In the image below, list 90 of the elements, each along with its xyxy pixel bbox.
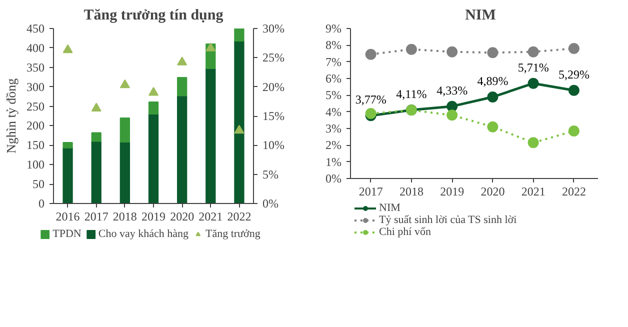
y2-tick-label: 10% — [262, 138, 284, 152]
x-tick-label: 2022 — [227, 210, 252, 224]
point — [406, 44, 417, 55]
y-tick-label: 8% — [326, 38, 342, 52]
bar — [62, 142, 73, 148]
y-tick-label: 4% — [326, 104, 342, 119]
x-tick-label: 2020 — [170, 210, 194, 224]
point — [177, 56, 188, 66]
data-label: 4,89% — [477, 74, 508, 88]
y-tick-label: 50 — [32, 177, 44, 192]
data-label: 3,77% — [355, 92, 386, 107]
y-tick-label: 5% — [326, 88, 342, 102]
y-tick-label: 350 — [26, 60, 44, 74]
point — [120, 79, 130, 88]
x-tick-label: 2018 — [112, 210, 137, 224]
point — [487, 92, 498, 102]
y-tick-label: 450 — [26, 22, 44, 36]
bar — [177, 77, 188, 96]
bar — [62, 147, 73, 204]
point — [568, 43, 580, 54]
bar — [206, 68, 216, 204]
y2-tick-label: 15% — [262, 109, 284, 123]
data-label: 4,11% — [396, 87, 427, 101]
y-tick-label: 250 — [26, 99, 44, 114]
point — [91, 102, 102, 112]
point — [528, 137, 539, 148]
y-tick-label: 200 — [26, 118, 44, 133]
data-label: 4,33% — [436, 83, 468, 98]
point — [206, 42, 216, 52]
y2-tick-label: 0% — [262, 196, 278, 210]
bar — [148, 114, 159, 204]
y-tick-label: 0% — [326, 172, 342, 186]
point — [568, 126, 580, 136]
x-tick-label: 2016 — [56, 210, 80, 224]
point — [528, 78, 539, 89]
point — [62, 44, 73, 54]
legend-label: NIM — [379, 202, 400, 214]
x-tick-label: 2017 — [358, 184, 383, 198]
y2-tick-label: 30% — [262, 22, 284, 36]
y-tick-label: 150 — [26, 138, 44, 152]
y-axis-title: Nghìn tỷ đồng — [4, 78, 18, 154]
y-tick-label: 400 — [26, 40, 44, 55]
legend-label: Tăng trưởng — [205, 228, 260, 240]
legend-label: Chi phí vốn — [379, 226, 431, 238]
point — [528, 46, 539, 58]
chart-title: NIM — [465, 8, 496, 24]
point — [446, 100, 458, 112]
x-tick-label: 2018 — [399, 184, 424, 198]
data-label: 5,71% — [518, 60, 549, 74]
y-tick-label: 6% — [326, 72, 342, 86]
y-tick-label: 7% — [326, 54, 342, 69]
legend-label: TPDN — [52, 228, 82, 240]
y-tick-label: 3% — [326, 122, 342, 136]
bar — [177, 95, 188, 204]
point — [446, 110, 458, 121]
x-tick-label: 2021 — [521, 184, 546, 198]
bar — [234, 40, 244, 204]
y-tick-label: 0 — [38, 196, 44, 210]
point — [148, 86, 158, 96]
point — [365, 48, 376, 60]
bar — [234, 28, 244, 42]
x-tick-label: 2017 — [84, 210, 108, 224]
y-tick-label: 2% — [326, 138, 342, 152]
point — [487, 47, 498, 58]
chart-title: Tăng trưởng tín dụng — [84, 8, 224, 24]
bar — [120, 117, 130, 143]
point — [365, 108, 376, 119]
point — [234, 124, 244, 134]
y-tick-label: 1% — [326, 154, 342, 169]
data-label: 5,29% — [558, 67, 590, 82]
x-tick-label: 2022 — [562, 184, 586, 198]
y-tick-label: 100 — [26, 158, 44, 172]
x-tick-label: 2019 — [440, 184, 464, 198]
x-tick-label: 2019 — [142, 210, 166, 224]
y2-tick-label: 5% — [262, 167, 278, 182]
legend-label: Cho vay khách hàng — [98, 228, 188, 240]
point — [487, 121, 498, 132]
bar — [91, 140, 102, 204]
bar — [120, 142, 130, 204]
y2-tick-label: 20% — [262, 80, 284, 94]
y-tick-label: 300 — [26, 80, 44, 94]
legend-label: Tỷ suất sinh lời của TS sinh lời — [379, 214, 517, 226]
y2-tick-label: 25% — [262, 50, 284, 65]
point — [446, 46, 458, 58]
y-tick-label: 9% — [326, 22, 342, 36]
point — [568, 84, 580, 96]
bar — [148, 102, 159, 115]
bar — [91, 132, 102, 142]
x-tick-label: 2020 — [480, 184, 505, 198]
x-tick-label: 2021 — [198, 210, 223, 224]
